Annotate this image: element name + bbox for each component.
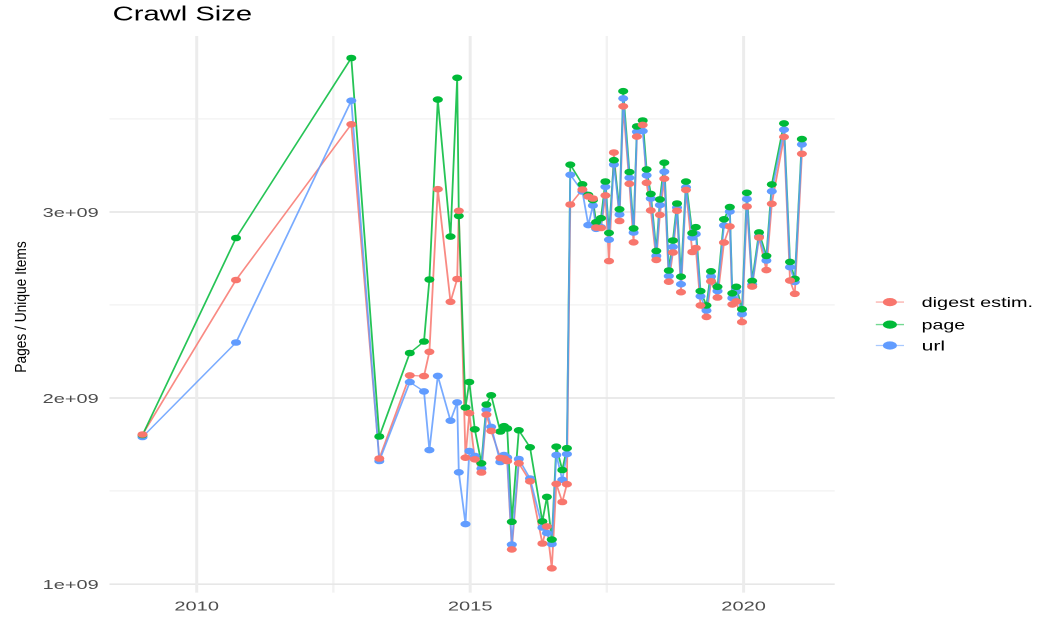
svg-text:page: page bbox=[922, 317, 966, 333]
svg-text:1e+09: 1e+09 bbox=[43, 577, 99, 592]
svg-text:2010: 2010 bbox=[174, 599, 219, 614]
svg-text:Crawl Size: Crawl Size bbox=[113, 4, 252, 26]
svg-text:2e+09: 2e+09 bbox=[43, 391, 99, 406]
svg-text:2015: 2015 bbox=[448, 599, 493, 614]
svg-text:Pages / Unique Items: Pages / Unique Items bbox=[13, 241, 30, 372]
svg-text:digest estim.: digest estim. bbox=[922, 294, 1034, 310]
svg-text:url: url bbox=[922, 338, 946, 354]
svg-text:3e+09: 3e+09 bbox=[43, 205, 99, 220]
svg-text:2020: 2020 bbox=[721, 599, 766, 614]
